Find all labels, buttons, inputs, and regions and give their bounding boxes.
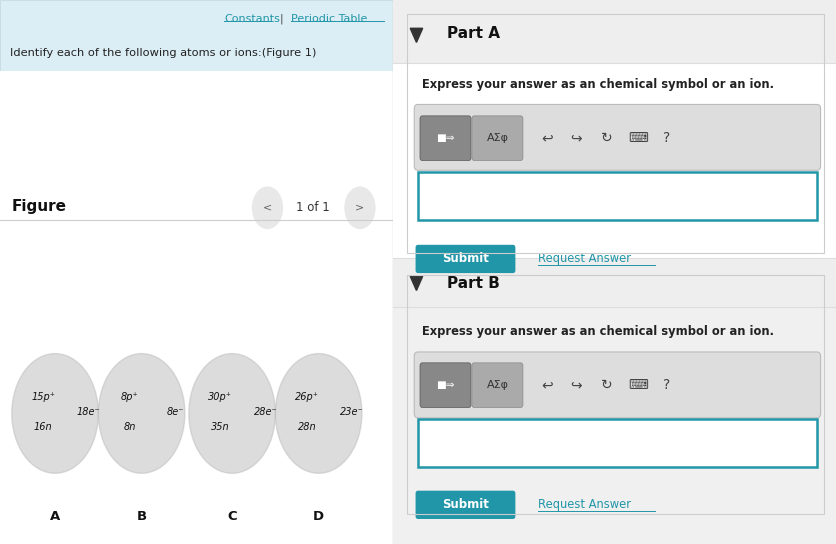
- Text: Express your answer as an chemical symbol or an ion.: Express your answer as an chemical symbo…: [421, 325, 773, 338]
- Circle shape: [189, 354, 275, 473]
- FancyBboxPatch shape: [472, 116, 522, 160]
- Text: 30p⁺: 30p⁺: [208, 392, 232, 402]
- Text: ■⇒: ■⇒: [436, 133, 454, 143]
- Text: ⌨: ⌨: [628, 378, 648, 392]
- Bar: [393, 272, 836, 544]
- Text: Figure: Figure: [12, 199, 67, 214]
- Text: ↻: ↻: [601, 378, 612, 392]
- Text: 15p⁺: 15p⁺: [31, 392, 55, 402]
- FancyBboxPatch shape: [420, 116, 471, 160]
- Text: <: <: [263, 203, 272, 213]
- FancyBboxPatch shape: [414, 104, 819, 170]
- Text: ■⇒: ■⇒: [436, 380, 454, 390]
- Text: AΣφ: AΣφ: [486, 380, 507, 390]
- Text: Request Answer: Request Answer: [537, 498, 630, 511]
- Polygon shape: [410, 276, 422, 290]
- Text: ↩: ↩: [541, 131, 553, 145]
- Text: A: A: [50, 510, 60, 523]
- Text: 1 of 1: 1 of 1: [295, 201, 329, 214]
- Text: B: B: [136, 510, 146, 523]
- Text: 28e⁻: 28e⁻: [253, 407, 277, 417]
- Text: >: >: [355, 203, 364, 213]
- Circle shape: [98, 354, 185, 473]
- Text: ?: ?: [663, 378, 670, 392]
- Text: Part A: Part A: [446, 26, 499, 41]
- Text: ?: ?: [663, 131, 670, 145]
- Bar: [0, 0, 393, 71]
- FancyBboxPatch shape: [415, 245, 515, 273]
- FancyBboxPatch shape: [417, 419, 816, 467]
- Text: Identify each of the following atoms or ions:(Figure 1): Identify each of the following atoms or …: [10, 48, 316, 58]
- Text: ⌨: ⌨: [628, 131, 648, 145]
- Text: |: |: [279, 14, 283, 24]
- Text: 16n: 16n: [34, 422, 53, 432]
- Circle shape: [344, 187, 375, 228]
- Text: C: C: [227, 510, 237, 523]
- Text: 28n: 28n: [297, 422, 316, 432]
- Bar: [393, 258, 836, 307]
- Text: Submit: Submit: [441, 498, 488, 511]
- Text: 18e⁻: 18e⁻: [77, 407, 100, 417]
- Text: Request Answer: Request Answer: [537, 252, 630, 265]
- Text: Constants: Constants: [224, 14, 280, 23]
- Text: 8p⁺: 8p⁺: [121, 392, 139, 402]
- Text: D: D: [313, 510, 324, 523]
- Bar: [406, 275, 823, 514]
- Text: Submit: Submit: [441, 252, 488, 265]
- Polygon shape: [410, 28, 422, 42]
- Bar: [0, 71, 393, 544]
- Circle shape: [12, 354, 99, 473]
- Text: ↻: ↻: [601, 131, 612, 145]
- FancyBboxPatch shape: [415, 491, 515, 519]
- Text: ↩: ↩: [541, 378, 553, 392]
- Text: 26p⁺: 26p⁺: [294, 392, 319, 402]
- Text: 23e⁻: 23e⁻: [340, 407, 364, 417]
- Bar: [406, 14, 823, 253]
- Bar: [393, 0, 836, 63]
- Circle shape: [252, 187, 282, 228]
- FancyBboxPatch shape: [472, 363, 522, 407]
- Text: AΣφ: AΣφ: [486, 133, 507, 143]
- Text: Part B: Part B: [446, 276, 499, 291]
- Text: ↪: ↪: [569, 378, 581, 392]
- Text: Express your answer as an chemical symbol or an ion.: Express your answer as an chemical symbo…: [421, 78, 773, 91]
- Text: 8n: 8n: [124, 422, 135, 432]
- Text: ↪: ↪: [569, 131, 581, 145]
- FancyBboxPatch shape: [417, 172, 816, 220]
- Text: 35n: 35n: [211, 422, 229, 432]
- Text: Periodic Table: Periodic Table: [291, 14, 367, 23]
- FancyBboxPatch shape: [420, 363, 471, 407]
- Bar: [393, 0, 836, 272]
- FancyBboxPatch shape: [414, 352, 819, 418]
- Text: 8e⁻: 8e⁻: [166, 407, 184, 417]
- Circle shape: [275, 354, 361, 473]
